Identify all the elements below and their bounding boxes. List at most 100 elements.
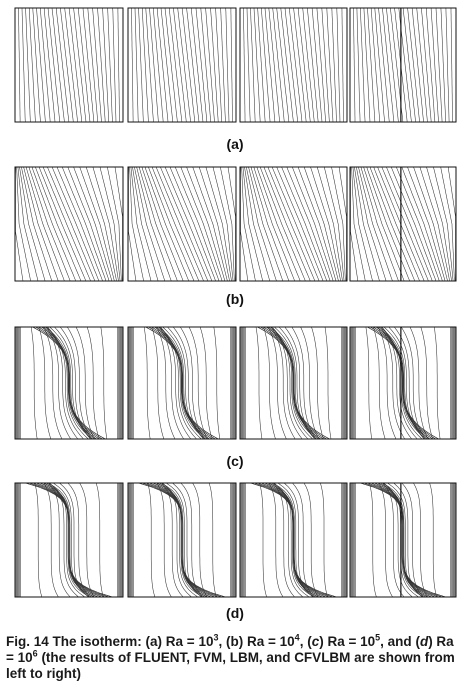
isotherm-line: [220, 7, 226, 123]
isotherm-line: [49, 482, 79, 598]
panel-frame: [14, 482, 124, 598]
isotherm-line: [32, 7, 41, 123]
isotherm-line: [373, 326, 386, 440]
isotherm-line: [143, 326, 151, 440]
isotherm-line: [288, 7, 303, 123]
isotherm-line: [134, 7, 139, 123]
isotherm-line: [413, 482, 428, 598]
isotherm-line: [92, 166, 119, 282]
panel-frame: [14, 326, 124, 440]
isotherm-line: [433, 166, 454, 282]
isotherm-line: [156, 482, 172, 598]
isotherm-line: [39, 7, 51, 123]
panel-frame: [14, 166, 124, 282]
isotherm-line: [281, 166, 328, 282]
isotherm-line: [381, 166, 429, 282]
isotherm-line: [152, 7, 164, 123]
isotherm-line: [47, 166, 96, 282]
panel-a-lbm: [239, 7, 348, 123]
panel-b-cfvlbm: [349, 166, 457, 282]
isotherm-line: [17, 166, 39, 282]
isotherm-line: [208, 482, 217, 598]
isotherm-line: [393, 482, 423, 598]
isotherm-line: [192, 482, 208, 598]
isotherm-line: [180, 166, 223, 282]
row-label-d: (d): [226, 605, 244, 621]
isotherm-line: [271, 166, 320, 282]
isotherm-line: [259, 166, 306, 282]
isotherm-line: [141, 166, 184, 282]
isotherm-line: [419, 166, 450, 282]
isotherm-line: [180, 482, 203, 598]
isotherm-line: [244, 166, 271, 282]
isotherm-line: [293, 7, 307, 123]
isotherm-line: [168, 7, 183, 123]
isotherm-line: [31, 166, 77, 282]
isotherm-line: [67, 326, 92, 440]
isotherm-line: [378, 482, 429, 598]
isotherm-line: [99, 166, 121, 282]
isotherm-line: [43, 326, 63, 440]
isotherm-line: [38, 166, 87, 282]
isotherm-line: [276, 7, 290, 123]
isotherm-line: [134, 166, 166, 282]
panel-frame: [127, 7, 237, 123]
isotherm-line: [129, 166, 144, 282]
isotherm-line: [167, 326, 204, 440]
isotherm-line: [278, 326, 316, 440]
isotherm-line: [303, 166, 339, 282]
isotherm-line: [75, 326, 95, 440]
isotherm-line: [100, 326, 108, 440]
isotherm-line: [78, 7, 91, 123]
isotherm-line: [250, 7, 256, 123]
isotherm-line: [30, 326, 38, 440]
isotherm-line: [268, 326, 287, 440]
isotherm-line: [421, 7, 432, 123]
isotherm-line: [225, 7, 230, 123]
isotherm-line: [277, 482, 314, 598]
isotherm-line: [401, 482, 424, 598]
isotherm-line: [230, 8, 233, 123]
isotherm-line: [132, 166, 159, 282]
panel-d-cfvlbm: [349, 482, 457, 598]
isotherm-line: [53, 482, 90, 598]
isotherm-line: [160, 166, 209, 282]
isotherm-line: [141, 7, 149, 123]
isotherm-line: [195, 7, 208, 123]
isotherm-line: [430, 7, 439, 123]
isotherm-line: [387, 482, 424, 598]
isotherm-line: [34, 482, 43, 598]
panel-frame: [349, 166, 457, 282]
isotherm-line: [283, 482, 314, 598]
isotherm-line: [263, 166, 311, 282]
panel-c-fvm: [127, 326, 237, 440]
isotherm-line: [261, 7, 271, 123]
isotherm-line: [276, 166, 324, 282]
isotherm-line: [302, 7, 315, 123]
isotherm-line: [144, 166, 190, 282]
isotherm-line: [79, 166, 115, 282]
isotherm-line: [173, 7, 187, 123]
isotherm-line: [377, 326, 397, 440]
isotherm-line: [286, 166, 331, 282]
panel-frame: [14, 7, 124, 123]
isotherm-line: [310, 166, 341, 282]
isotherm-line: [366, 166, 410, 282]
panel-b-lbm: [239, 166, 348, 282]
isotherm-line: [169, 166, 216, 282]
isotherm-line: [394, 326, 425, 440]
panel-frame: [127, 166, 237, 282]
isotherm-line: [148, 166, 195, 282]
panel-d-lbm: [239, 482, 348, 598]
isotherm-line: [54, 326, 91, 440]
isotherm-line: [374, 482, 432, 598]
isotherm-line: [360, 7, 366, 123]
isotherm-line: [107, 7, 113, 123]
isotherm-line: [67, 166, 110, 282]
isotherm-line: [382, 482, 405, 598]
isotherm-line: [67, 482, 90, 598]
isotherm-line: [386, 166, 433, 282]
isotherm-line: [55, 7, 70, 123]
isotherm-line: [174, 166, 220, 282]
isotherm-line: [369, 166, 416, 282]
